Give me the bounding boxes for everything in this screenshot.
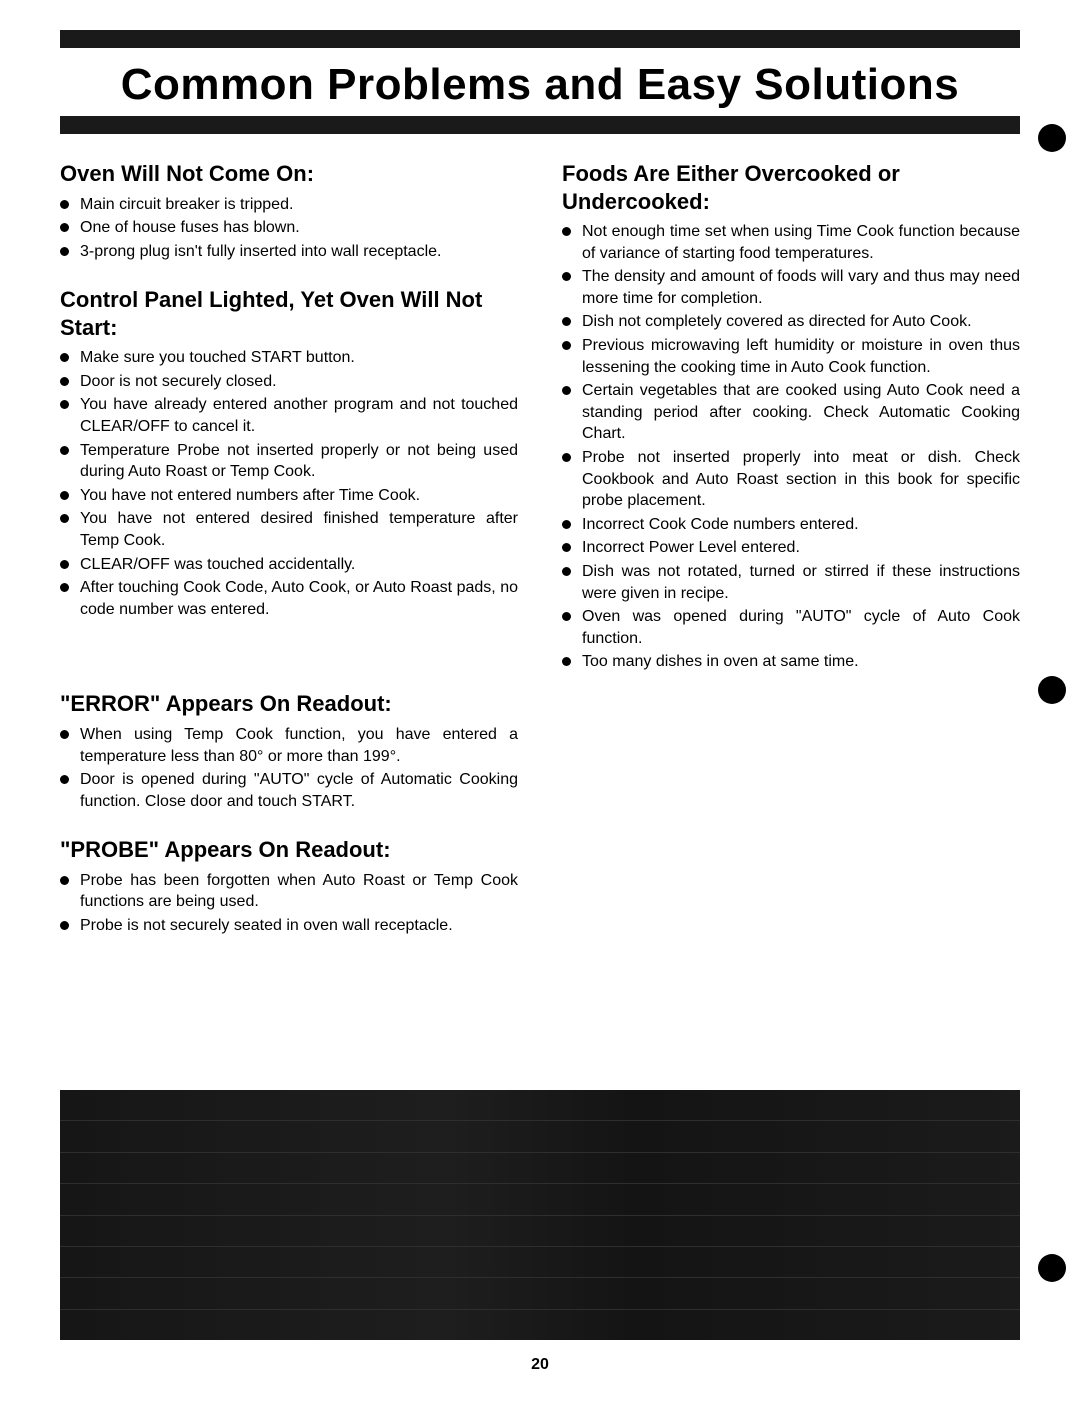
list-item: Certain vegetables that are cooked using…	[562, 380, 1020, 445]
dark-stripe	[60, 1277, 1020, 1308]
list-item: Not enough time set when using Time Cook…	[562, 221, 1020, 264]
list-item: The density and amount of foods will var…	[562, 266, 1020, 309]
bullet-list: Probe has been forgotten when Auto Roast…	[60, 870, 518, 937]
list-item: You have already entered another program…	[60, 394, 518, 437]
section-foods-overcooked: Foods Are Either Overcooked or Undercook…	[562, 160, 1020, 673]
section-heading: Foods Are Either Overcooked or Undercook…	[562, 160, 1020, 215]
dark-stripe	[60, 1152, 1020, 1183]
bullet-list: Not enough time set when using Time Cook…	[562, 221, 1020, 673]
dark-stripe	[60, 1309, 1020, 1340]
list-item: Door is opened during "AUTO" cycle of Au…	[60, 769, 518, 812]
section-error-readout: "ERROR" Appears On Readout: When using T…	[60, 690, 518, 812]
list-item: When using Temp Cook function, you have …	[60, 724, 518, 767]
page-number: 20	[60, 1356, 1020, 1374]
section-panel-lighted: Control Panel Lighted, Yet Oven Will Not…	[60, 286, 518, 620]
list-item: Incorrect Cook Code numbers entered.	[562, 514, 1020, 536]
list-item: 3-prong plug isn't fully inserted into w…	[60, 241, 518, 263]
bullet-list: Make sure you touched START button. Door…	[60, 347, 518, 620]
list-item: Previous microwaving left humidity or mo…	[562, 335, 1020, 378]
list-item: CLEAR/OFF was touched accidentally.	[60, 554, 518, 576]
list-item: Oven was opened during "AUTO" cycle of A…	[562, 606, 1020, 649]
dark-stripe	[60, 1120, 1020, 1151]
bottom-dark-block	[60, 1090, 1020, 1340]
list-item: Probe has been forgotten when Auto Roast…	[60, 870, 518, 913]
top-black-bar	[60, 30, 1020, 48]
list-item: Door is not securely closed.	[60, 371, 518, 393]
list-item: Probe not inserted properly into meat or…	[562, 447, 1020, 512]
dark-stripe	[60, 1215, 1020, 1246]
right-column: Foods Are Either Overcooked or Undercook…	[562, 160, 1020, 1030]
list-item: Incorrect Power Level entered.	[562, 537, 1020, 559]
hole-punch-icon	[1038, 124, 1066, 152]
left-column: Oven Will Not Come On: Main circuit brea…	[60, 160, 518, 1030]
dark-stripe	[60, 1246, 1020, 1277]
under-black-bar	[60, 116, 1020, 134]
content-columns: Oven Will Not Come On: Main circuit brea…	[60, 160, 1020, 1030]
list-item: Too many dishes in oven at same time.	[562, 651, 1020, 673]
section-probe-readout: "PROBE" Appears On Readout: Probe has be…	[60, 836, 518, 936]
hole-punch-icon	[1038, 676, 1066, 704]
section-oven-not-on: Oven Will Not Come On: Main circuit brea…	[60, 160, 518, 262]
list-item: You have not entered desired finished te…	[60, 508, 518, 551]
list-item: Make sure you touched START button.	[60, 347, 518, 369]
list-item: After touching Cook Code, Auto Cook, or …	[60, 577, 518, 620]
dark-stripe	[60, 1183, 1020, 1214]
list-item: Dish was not rotated, turned or stirred …	[562, 561, 1020, 604]
list-item: Main circuit breaker is tripped.	[60, 194, 518, 216]
under-bar-wrap	[60, 116, 1020, 134]
dark-stripe	[60, 1090, 1020, 1120]
list-item: One of house fuses has blown.	[60, 217, 518, 239]
bullet-list: When using Temp Cook function, you have …	[60, 724, 518, 812]
section-heading: Oven Will Not Come On:	[60, 160, 518, 188]
list-item: You have not entered numbers after Time …	[60, 485, 518, 507]
list-item: Dish not completely covered as directed …	[562, 311, 1020, 333]
title-wrap: Common Problems and Easy Solutions	[60, 52, 1020, 116]
page-title: Common Problems and Easy Solutions	[60, 60, 1020, 110]
hole-punch-icon	[1038, 1254, 1066, 1282]
bullet-list: Main circuit breaker is tripped. One of …	[60, 194, 518, 263]
section-heading: Control Panel Lighted, Yet Oven Will Not…	[60, 286, 518, 341]
list-item: Probe is not securely seated in oven wal…	[60, 915, 518, 937]
list-item: Temperature Probe not inserted properly …	[60, 440, 518, 483]
section-heading: "PROBE" Appears On Readout:	[60, 836, 518, 864]
section-heading: "ERROR" Appears On Readout:	[60, 690, 518, 718]
